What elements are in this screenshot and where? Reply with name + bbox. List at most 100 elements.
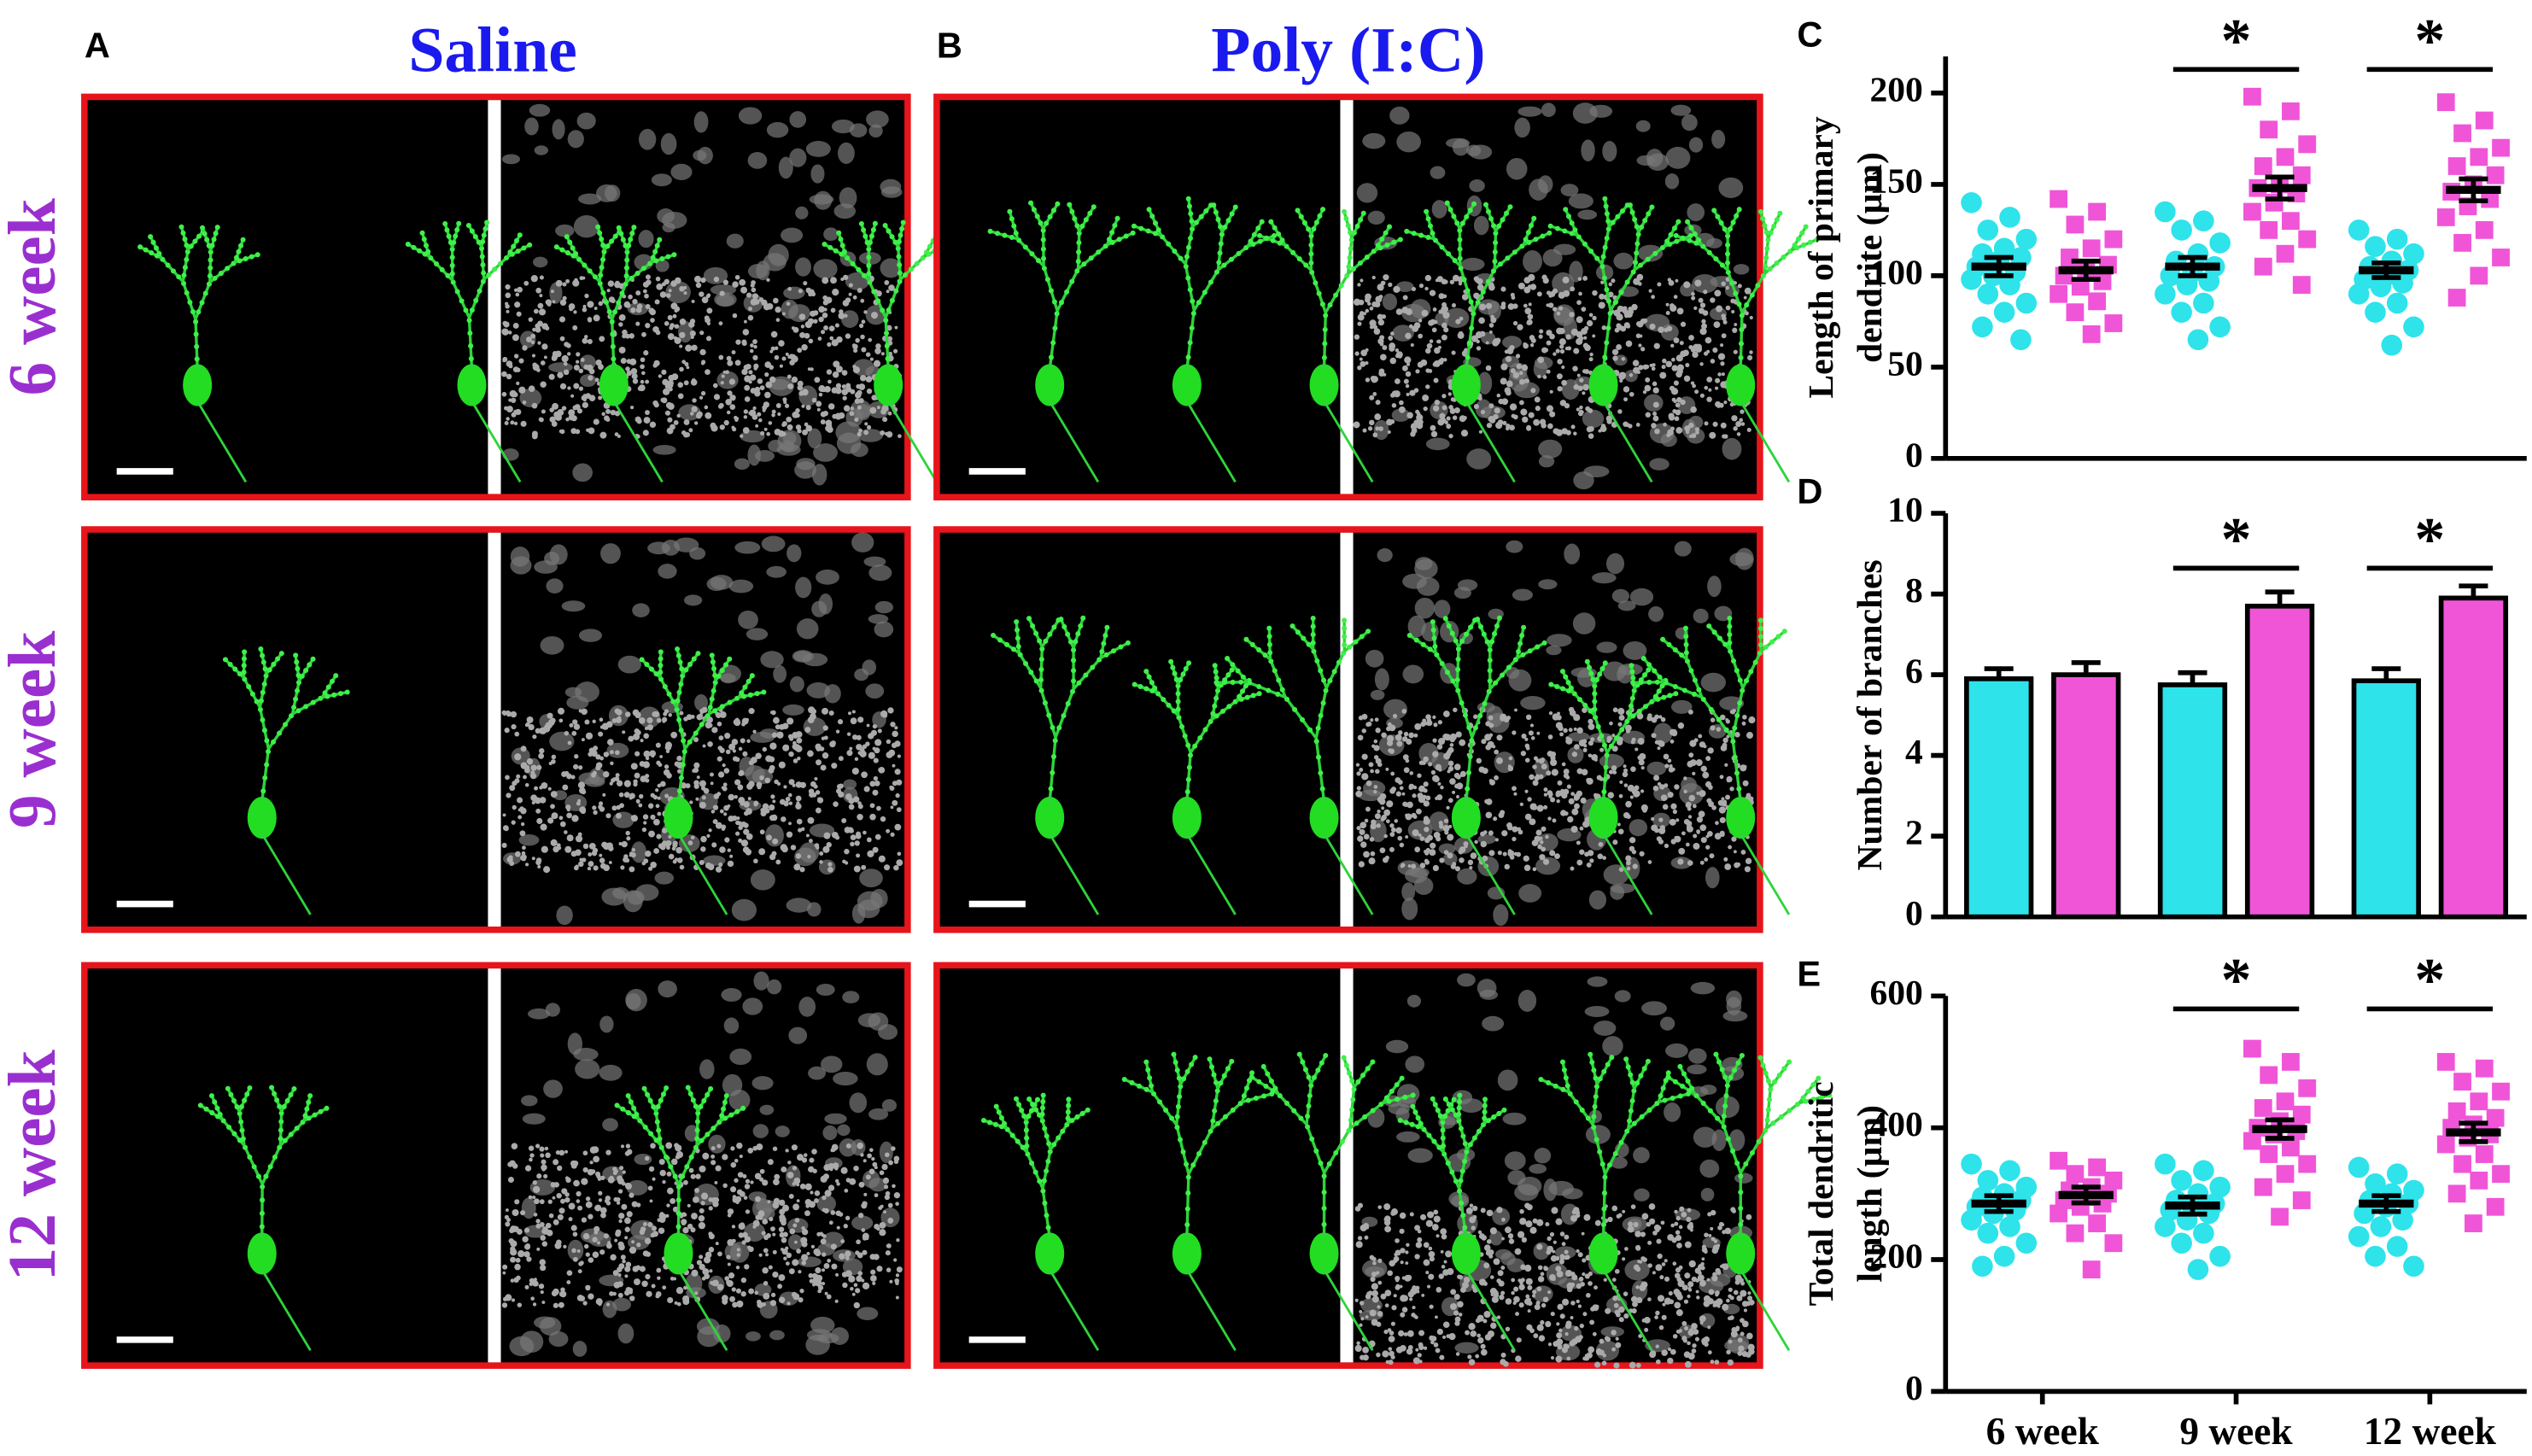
spine [1069, 208, 1075, 214]
granule [1699, 824, 1707, 832]
spine [677, 659, 683, 665]
granule [744, 1264, 750, 1270]
granule [848, 1275, 856, 1283]
granule [552, 300, 556, 304]
spine [513, 237, 520, 243]
column-title: Saline [408, 15, 576, 86]
spine [1471, 311, 1477, 317]
granule [672, 840, 678, 846]
granule [796, 818, 803, 825]
granule [893, 1258, 898, 1262]
granule [1621, 357, 1626, 361]
granule [581, 738, 585, 742]
granule [830, 740, 836, 746]
granule [623, 780, 631, 787]
granule [1639, 851, 1645, 857]
granule [866, 424, 872, 430]
spine [289, 713, 295, 719]
nucleus [782, 704, 804, 716]
spine [662, 684, 668, 690]
granule [863, 830, 867, 835]
spine [727, 699, 733, 705]
granule [695, 797, 699, 801]
granule [1675, 409, 1681, 416]
granule [657, 783, 662, 788]
granule [681, 360, 687, 365]
nucleus [1553, 243, 1576, 255]
granule [738, 770, 744, 776]
granule [786, 831, 793, 838]
spine [1457, 255, 1463, 261]
granule [896, 859, 903, 867]
granule [510, 1256, 517, 1263]
granule [699, 1254, 704, 1260]
granule [1561, 379, 1568, 386]
nucleus [1367, 210, 1385, 225]
nucleus [631, 841, 646, 863]
granule [598, 1301, 602, 1307]
granule [817, 1284, 824, 1291]
granule [795, 803, 802, 810]
granule [1546, 405, 1554, 412]
granule [1721, 333, 1727, 339]
granule [779, 364, 783, 368]
granule [1658, 326, 1664, 333]
granule [787, 1161, 792, 1165]
granule [740, 1291, 746, 1297]
granule [1500, 301, 1506, 307]
granule [1449, 407, 1456, 414]
granule [540, 1290, 544, 1295]
nucleus [857, 1013, 881, 1028]
granule [822, 1173, 829, 1180]
granule [665, 1213, 670, 1218]
granule [835, 387, 842, 395]
granule [1518, 400, 1524, 406]
granule [1364, 818, 1369, 823]
granule [1388, 336, 1394, 341]
row-label: 9 week [0, 630, 70, 828]
granule [617, 1292, 623, 1298]
spine [277, 730, 283, 736]
granule [725, 398, 732, 406]
nucleus [803, 716, 827, 736]
spine [892, 239, 898, 245]
spine [231, 1098, 237, 1104]
spine [1464, 213, 1470, 219]
granule [1365, 308, 1370, 313]
granule [845, 297, 851, 303]
granule [1561, 365, 1565, 370]
granule [537, 341, 541, 345]
granule [1556, 373, 1563, 380]
granule [837, 719, 844, 725]
granule [533, 1213, 538, 1217]
granule [572, 325, 578, 330]
granule [746, 783, 753, 790]
granule [540, 1264, 547, 1272]
granule [535, 1282, 539, 1286]
granule [795, 424, 802, 430]
nucleus [556, 905, 573, 926]
granule [784, 403, 790, 408]
spine [1358, 217, 1364, 223]
granule [1375, 426, 1380, 431]
granule [1441, 334, 1447, 341]
granule [1556, 327, 1564, 335]
granule [894, 726, 898, 730]
nucleus [1512, 588, 1533, 601]
granule [728, 793, 735, 801]
nucleus [1581, 139, 1595, 161]
spine [1722, 226, 1728, 232]
granule [662, 378, 669, 386]
spine [653, 671, 659, 677]
granule [886, 431, 893, 438]
granule [1695, 430, 1699, 435]
granule [1541, 826, 1547, 832]
granule [1537, 374, 1541, 379]
granule [724, 837, 730, 843]
nucleus [573, 215, 599, 238]
granule [1538, 334, 1543, 339]
granule [557, 371, 564, 378]
granule [810, 1244, 816, 1248]
granule [845, 333, 851, 339]
nucleus [1613, 252, 1634, 270]
